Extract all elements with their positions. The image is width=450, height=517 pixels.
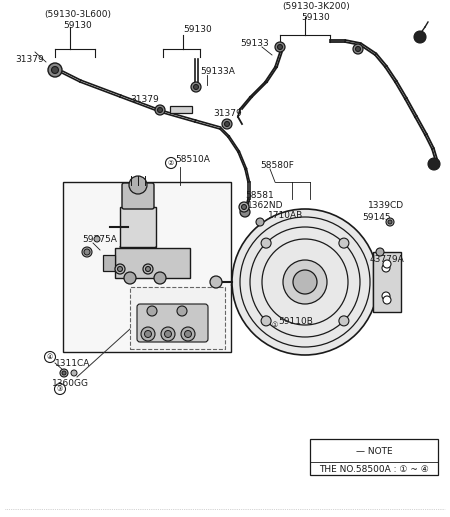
Circle shape (62, 371, 66, 375)
Circle shape (256, 218, 264, 226)
Circle shape (48, 63, 62, 77)
Circle shape (239, 202, 249, 212)
Circle shape (145, 266, 150, 271)
Text: 59130: 59130 (183, 25, 212, 35)
Text: 1362ND: 1362ND (247, 201, 284, 209)
Text: 59133A: 59133A (200, 68, 235, 77)
Circle shape (181, 327, 195, 341)
Circle shape (141, 327, 155, 341)
Circle shape (155, 105, 165, 115)
Circle shape (261, 316, 271, 326)
Circle shape (382, 264, 390, 272)
Circle shape (143, 264, 153, 274)
Text: ①: ① (272, 322, 278, 328)
Circle shape (51, 67, 59, 73)
Circle shape (124, 272, 136, 284)
Circle shape (194, 84, 198, 89)
Circle shape (94, 236, 100, 242)
Bar (373, 252, 401, 312)
Circle shape (222, 119, 232, 129)
Circle shape (54, 384, 66, 394)
Circle shape (353, 44, 363, 54)
Circle shape (339, 238, 349, 248)
Circle shape (261, 238, 271, 248)
Circle shape (191, 82, 201, 92)
Circle shape (376, 248, 384, 256)
Circle shape (166, 158, 176, 169)
Text: 59133: 59133 (240, 38, 269, 48)
Bar (130, 287, 225, 349)
Text: — NOTE: — NOTE (356, 448, 392, 457)
Circle shape (177, 306, 187, 316)
Text: ④: ④ (47, 354, 53, 360)
Circle shape (275, 42, 285, 52)
Circle shape (383, 260, 391, 268)
Text: 59110B: 59110B (278, 316, 313, 326)
Circle shape (283, 260, 327, 304)
Text: ③: ③ (57, 386, 63, 392)
Text: 31379: 31379 (213, 110, 242, 118)
Circle shape (386, 218, 394, 226)
Bar (310, 439, 438, 475)
Circle shape (388, 220, 392, 224)
Circle shape (144, 330, 152, 338)
Circle shape (428, 158, 440, 170)
Text: 43779A: 43779A (370, 254, 405, 264)
Bar (170, 106, 192, 113)
Circle shape (339, 316, 349, 326)
Circle shape (232, 209, 378, 355)
Text: 31379: 31379 (130, 95, 159, 103)
Circle shape (45, 352, 55, 362)
Circle shape (165, 330, 171, 338)
Circle shape (158, 108, 162, 113)
Circle shape (293, 270, 317, 294)
FancyBboxPatch shape (137, 304, 208, 342)
Text: 59775A: 59775A (82, 235, 117, 244)
Text: 1360GG: 1360GG (52, 379, 89, 388)
Circle shape (270, 320, 280, 330)
Circle shape (71, 370, 77, 376)
Bar (63, 182, 231, 352)
Text: ②: ② (168, 160, 174, 166)
Circle shape (154, 272, 166, 284)
Circle shape (414, 31, 426, 43)
Text: 31379: 31379 (15, 54, 44, 64)
Circle shape (115, 264, 125, 274)
Text: 1710AB: 1710AB (268, 210, 303, 220)
Circle shape (278, 44, 283, 50)
Text: (59130-3K200)
59130: (59130-3K200) 59130 (282, 2, 350, 22)
Circle shape (382, 292, 390, 300)
Circle shape (161, 327, 175, 341)
Circle shape (383, 296, 391, 304)
Bar (103, 255, 115, 271)
Circle shape (147, 306, 157, 316)
Bar (120, 207, 156, 247)
Text: 1339CD: 1339CD (368, 201, 404, 209)
Circle shape (356, 47, 360, 52)
Text: 59145: 59145 (362, 212, 391, 221)
Text: 58510A: 58510A (175, 155, 210, 163)
Circle shape (240, 207, 250, 217)
Text: 58580F: 58580F (260, 160, 294, 170)
Bar (115, 248, 190, 278)
Text: THE NO.58500A : ① ~ ④: THE NO.58500A : ① ~ ④ (319, 464, 429, 474)
FancyBboxPatch shape (122, 183, 154, 209)
Bar (373, 254, 399, 310)
Circle shape (184, 330, 192, 338)
Circle shape (60, 369, 68, 377)
Circle shape (210, 276, 222, 288)
Circle shape (82, 247, 92, 257)
Circle shape (225, 121, 230, 127)
Circle shape (84, 249, 90, 255)
Circle shape (117, 266, 122, 271)
Text: (59130-3L600)
59130: (59130-3L600) 59130 (45, 10, 112, 29)
Text: 1311CA: 1311CA (55, 359, 90, 369)
Text: 58581: 58581 (245, 190, 274, 200)
Circle shape (129, 176, 147, 194)
Circle shape (242, 205, 247, 209)
